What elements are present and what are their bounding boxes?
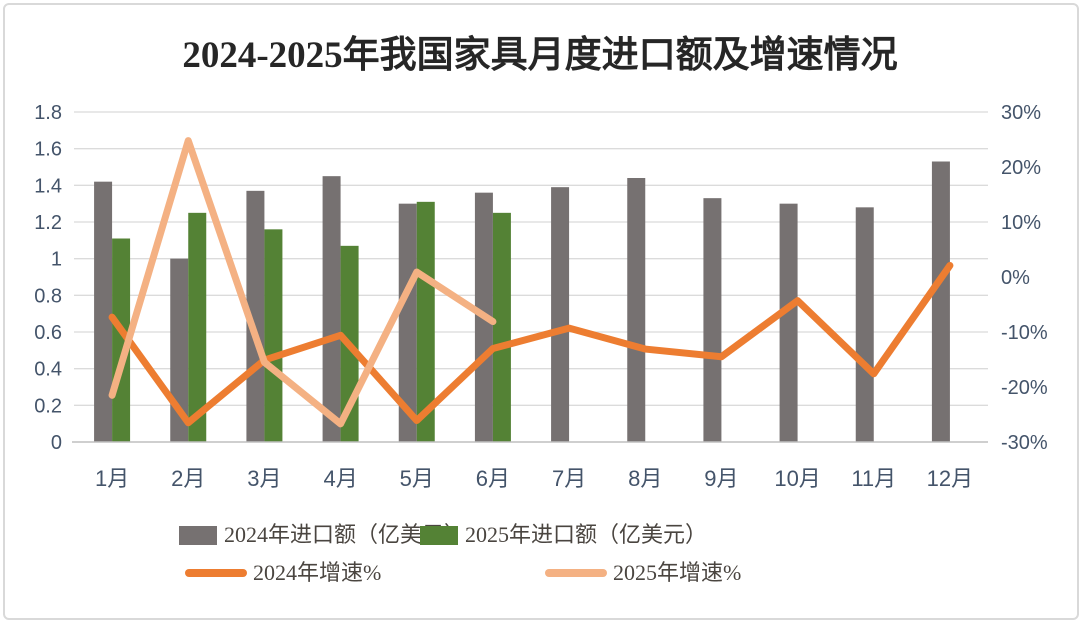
x-axis-label: 7月 [552,466,586,491]
bar-2024年进口额（亿美元）-8月 [627,178,646,442]
right-axis-tick: -20% [1001,377,1048,399]
bar-2024年进口额（亿美元）-1月 [94,181,113,442]
chart-title: 2024-2025年我国家具月度进口额及增速情况 [182,35,898,76]
bar-2025年进口额（亿美元）-6月 [492,212,511,442]
bar-2024年进口额（亿美元）-5月 [398,203,417,442]
legend-item-2025-imports: 2025年进口额（亿美元） [420,522,707,548]
x-axis-label: 3月 [247,466,281,491]
x-axis-label: 9月 [704,466,738,491]
left-axis-tick: 0.6 [34,322,62,344]
left-axis-tick: 1.6 [34,139,62,161]
left-axis-tick: 0.2 [34,395,62,417]
right-axis-tick: 20% [1001,157,1041,179]
x-axis-label: 12月 [927,466,973,491]
right-axis-tick: 30% [1001,102,1041,124]
bar-2024年进口额（亿美元）-9月 [703,198,722,442]
bar-2024年进口额（亿美元）-3月 [246,190,265,442]
legend-item-2025-growth: 2025年增速% [545,560,741,586]
bar-2025年进口额（亿美元）-5月 [416,201,435,442]
legend-item-2024-growth: 2024年增速% [185,560,381,586]
x-axis-label: 5月 [400,466,434,491]
bar-2024年进口额（亿美元）-10月 [779,203,798,442]
legend-label-2025-imports: 2025年进口额（亿美元） [465,522,708,547]
x-axis-label: 2月 [171,466,205,491]
x-axis-label: 11月 [851,466,896,491]
x-axis-label: 4月 [323,466,357,491]
line-2024年增速% [108,261,954,427]
x-axis-label: 8月 [628,466,662,491]
left-axis-tick: 0 [51,432,62,454]
right-axis-tick: 10% [1001,212,1041,234]
right-axis-tick: -30% [1001,432,1048,454]
legend-label-2025-growth: 2025年增速% [613,560,742,585]
x-axis-label: 1月 [95,466,129,491]
legend-swatch-2025-imports [420,525,458,545]
bar-2024年进口额（亿美元）-7月 [551,187,570,442]
legend-swatch-2024-growth [185,569,247,577]
x-axis-label: 6月 [476,466,510,491]
left-axis-tick: 1 [51,249,62,271]
bar-2025年进口额（亿美元）-3月 [264,229,283,442]
bar-2025年进口额（亿美元）-2月 [188,212,207,442]
x-axis-label: 10月 [774,466,820,491]
right-axis-tick: -10% [1001,322,1048,344]
left-axis-tick: 1.2 [34,212,62,234]
left-axis-tick: 0.4 [34,359,62,381]
bar-2024年进口额（亿美元）-2月 [170,258,189,442]
legend-label-2024-growth: 2024年增速% [253,560,382,585]
bar-2024年进口额（亿美元）-4月 [322,176,341,442]
left-axis-tick: 0.8 [34,285,62,307]
legend-swatch-2025-growth [545,569,607,577]
left-axis-tick: 1.8 [34,102,62,124]
legend-swatch-2024-imports [179,525,217,545]
bar-2024年进口额（亿美元）-11月 [855,207,874,442]
line-2025年增速% [108,137,497,428]
bar-2024年进口额（亿美元）-12月 [931,161,950,442]
right-axis-tick: 0% [1001,267,1030,289]
left-axis-tick: 1.4 [34,175,62,197]
